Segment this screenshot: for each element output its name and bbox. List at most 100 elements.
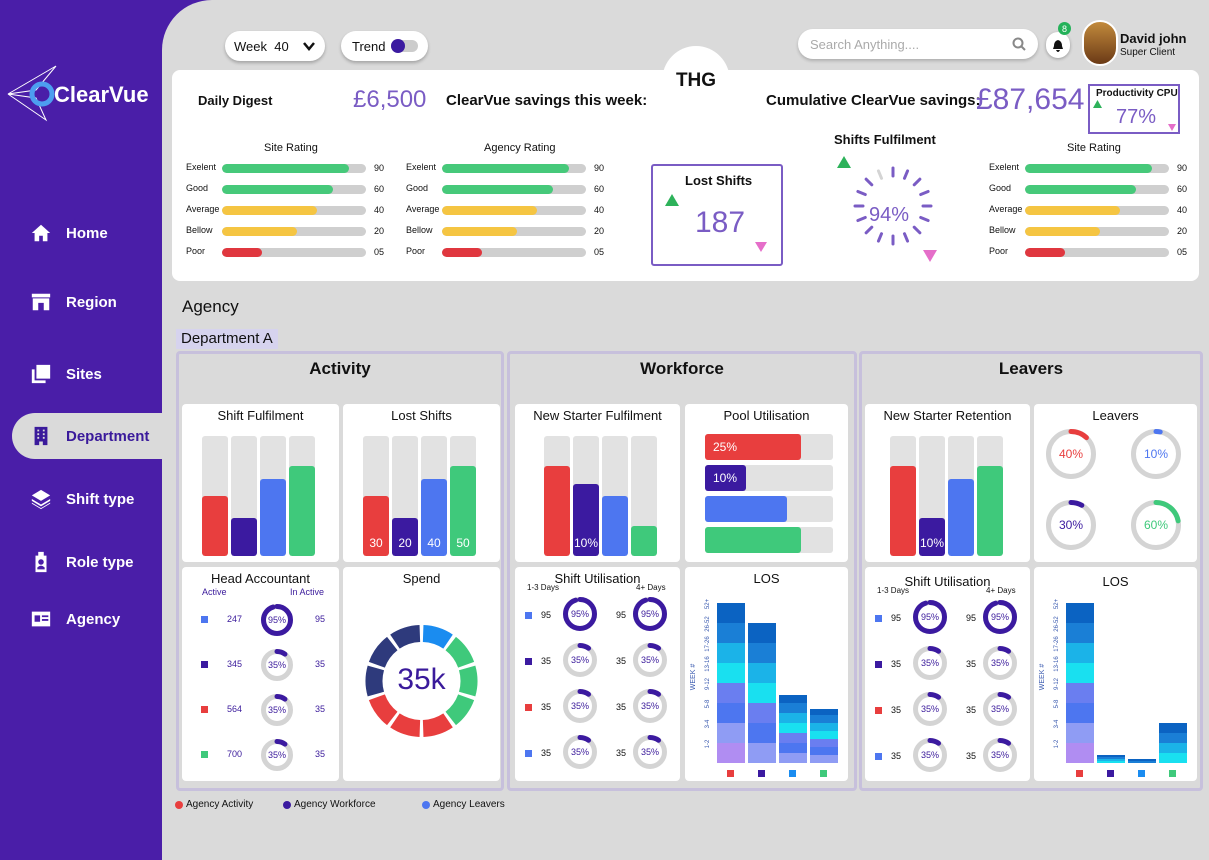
rating-fill bbox=[442, 227, 517, 236]
ring-label: 35% bbox=[920, 658, 939, 668]
progress-ring: 95% bbox=[562, 596, 598, 632]
rating-label: Exelent bbox=[406, 162, 437, 172]
rating-label: Poor bbox=[186, 246, 206, 256]
ring-label: 35% bbox=[920, 704, 939, 714]
ring-arc bbox=[1046, 429, 1096, 479]
rating-label: Exelent bbox=[186, 162, 217, 172]
gauge-tick bbox=[864, 177, 874, 187]
rating-value: 60 bbox=[594, 184, 605, 194]
ring-label: 10% bbox=[1143, 447, 1169, 461]
sidebar-item-role-type[interactable]: Role type bbox=[0, 539, 162, 585]
right-label: 4+ Days bbox=[986, 586, 1016, 595]
donut-segment bbox=[422, 625, 453, 649]
rating-row: Good 60 bbox=[186, 183, 396, 195]
legend-swatch bbox=[789, 770, 796, 777]
band-label: 5-8 bbox=[1054, 699, 1060, 708]
progress-ring: 95% bbox=[632, 596, 668, 632]
card-title: LOS bbox=[753, 571, 780, 586]
rating-value: 90 bbox=[374, 163, 385, 173]
card-title: New Starter Fulfilment bbox=[533, 408, 662, 423]
rating-row: Poor 05 bbox=[989, 246, 1199, 258]
stack-segment bbox=[717, 643, 745, 663]
sidebar-item-agency[interactable]: Agency bbox=[0, 596, 162, 642]
ring-arc bbox=[913, 600, 947, 634]
ring-arc bbox=[563, 597, 597, 631]
rating-track bbox=[1025, 164, 1169, 173]
stack-segment bbox=[810, 739, 838, 747]
rating-track bbox=[1025, 227, 1169, 236]
band-label: 3-4 bbox=[705, 719, 711, 728]
sidebar-item-home[interactable]: Home bbox=[0, 210, 162, 256]
rating-row: Exelent 90 bbox=[186, 162, 396, 174]
week-select[interactable]: Week 40 bbox=[225, 31, 325, 61]
sites-icon bbox=[31, 364, 51, 384]
count-value: 95 bbox=[616, 610, 627, 620]
sidebar-item-sites[interactable]: Sites bbox=[0, 351, 162, 397]
rating-fill bbox=[442, 206, 538, 215]
stack-segment bbox=[1066, 743, 1094, 763]
card-title: Head Accountant bbox=[210, 571, 311, 586]
rating-row: Average 40 bbox=[186, 204, 396, 216]
cumulative-savings-label: Cumulative ClearVue savings: bbox=[766, 92, 981, 109]
stack-segment bbox=[1128, 761, 1156, 763]
legend-swatch bbox=[875, 615, 882, 622]
donut-segment bbox=[365, 665, 385, 697]
department-chip[interactable]: Department A bbox=[176, 329, 278, 349]
sidebar-item-shift-type[interactable]: Shift type bbox=[0, 476, 162, 522]
axis-label: WEEK # bbox=[1039, 664, 1046, 691]
ring-label: 35% bbox=[267, 705, 286, 715]
week-label: Week bbox=[234, 38, 267, 54]
lost-shifts-value: 187 bbox=[695, 206, 746, 239]
ring-label: 35% bbox=[990, 750, 1009, 760]
bar-fill bbox=[421, 479, 447, 556]
notification-button[interactable] bbox=[1046, 32, 1070, 58]
count-value: 35 bbox=[616, 656, 627, 666]
ring-label: 35% bbox=[920, 750, 939, 760]
band-label: 52+ bbox=[1054, 598, 1060, 609]
stack-segment bbox=[1066, 703, 1094, 723]
rating-label: Average bbox=[406, 204, 440, 214]
ring-arc bbox=[261, 649, 293, 681]
donut-segment bbox=[458, 665, 478, 697]
rating-value: 60 bbox=[374, 184, 385, 194]
ring-label: 35% bbox=[640, 701, 659, 711]
productivity-label: Productivity CPU bbox=[1096, 88, 1178, 99]
bar-fill bbox=[289, 466, 315, 556]
sidebar-item-region[interactable]: Region bbox=[0, 279, 162, 325]
ring-arc bbox=[563, 643, 597, 677]
ring-arc bbox=[983, 600, 1017, 634]
stack-segment bbox=[810, 755, 838, 763]
search-icon bbox=[1012, 37, 1026, 51]
new-starter-fulfilment-card: New Starter Fulfilment 10% bbox=[515, 404, 680, 562]
search-input[interactable]: Search Anything.... bbox=[798, 29, 1038, 59]
lost-shifts-label: Lost Shifts bbox=[685, 173, 753, 188]
active-count: 700 bbox=[227, 749, 243, 759]
los-card: LOS WEEK # 52+ 26-52 17-26 13-16 9-12 5-8 3-4 1-… bbox=[1034, 567, 1197, 781]
trend-toggle[interactable]: Trend bbox=[341, 31, 428, 61]
band-label: 5-8 bbox=[705, 699, 711, 708]
gauge-tick bbox=[856, 215, 867, 223]
rating-value: 60 bbox=[1177, 184, 1188, 194]
left-label: 1-3 Days bbox=[527, 583, 560, 592]
avatar[interactable] bbox=[1082, 20, 1118, 66]
stack-segment bbox=[779, 723, 807, 733]
clearvue-logo[interactable]: ClearVue bbox=[6, 62, 156, 124]
ring-label: 35% bbox=[570, 655, 589, 665]
bar-label: 10% bbox=[713, 471, 738, 485]
bar bbox=[631, 436, 657, 556]
rating-value: 90 bbox=[1177, 163, 1188, 173]
bar bbox=[544, 436, 570, 556]
down-triangle-icon bbox=[1168, 124, 1176, 131]
bell-icon bbox=[1053, 39, 1063, 52]
inactive-count: 35 bbox=[315, 749, 326, 759]
head-accountant-card: Head Accountant Active In Active 247 95% 9… bbox=[182, 567, 339, 781]
right-label: 4+ Days bbox=[636, 583, 666, 592]
weekly-savings-label: ClearVue savings this week: bbox=[446, 92, 648, 109]
donut-segment bbox=[422, 713, 453, 737]
stack-segment bbox=[717, 743, 745, 763]
bar bbox=[260, 436, 286, 556]
stack-segment bbox=[1066, 723, 1094, 743]
gauge-tick bbox=[856, 189, 867, 197]
bar-fill bbox=[231, 517, 257, 556]
stack-segment bbox=[1097, 755, 1125, 757]
